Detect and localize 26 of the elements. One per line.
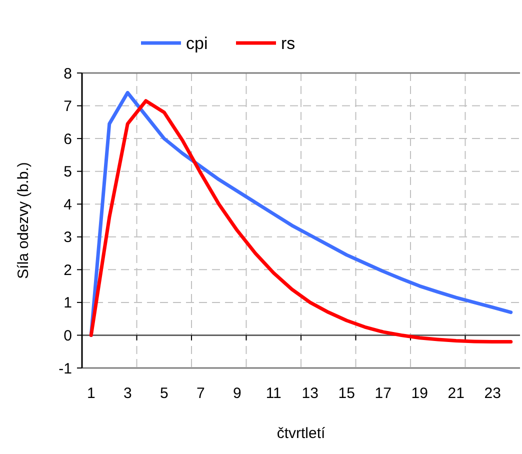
x-axis-title: čtvrtletí (276, 425, 326, 442)
y-tick-label: 7 (64, 98, 72, 116)
y-tick-label: 8 (64, 65, 72, 82)
x-tick-label: 5 (160, 385, 168, 402)
legend-label: cpi (186, 34, 208, 53)
y-tick-label: 0 (64, 327, 72, 344)
x-tick-label: 7 (196, 385, 205, 402)
x-tick-label: 1 (86, 385, 96, 402)
x-tick-label: 21 (448, 385, 464, 402)
y-tick-label: 1 (64, 294, 72, 312)
x-tick-label: 13 (302, 385, 318, 402)
x-tick-label: 19 (411, 385, 428, 402)
y-axis-title: Síla odezvy (b.b.) (15, 162, 32, 279)
x-tick-label: 15 (338, 385, 355, 402)
y-tick-label: 5 (64, 164, 72, 181)
y-tick-label: 2 (64, 262, 72, 279)
y-tick-label: 4 (64, 196, 72, 214)
x-tick-label: 9 (232, 385, 242, 402)
y-tick-label: 3 (64, 229, 72, 246)
x-tick-label: 23 (484, 385, 501, 402)
y-tick-label: -1 (58, 360, 72, 378)
legend-label: rs (281, 34, 296, 53)
x-tick-label: 3 (123, 385, 132, 402)
x-tick-label: 17 (374, 385, 392, 402)
x-tick-label: 11 (266, 385, 282, 402)
y-tick-label: 6 (64, 130, 72, 148)
